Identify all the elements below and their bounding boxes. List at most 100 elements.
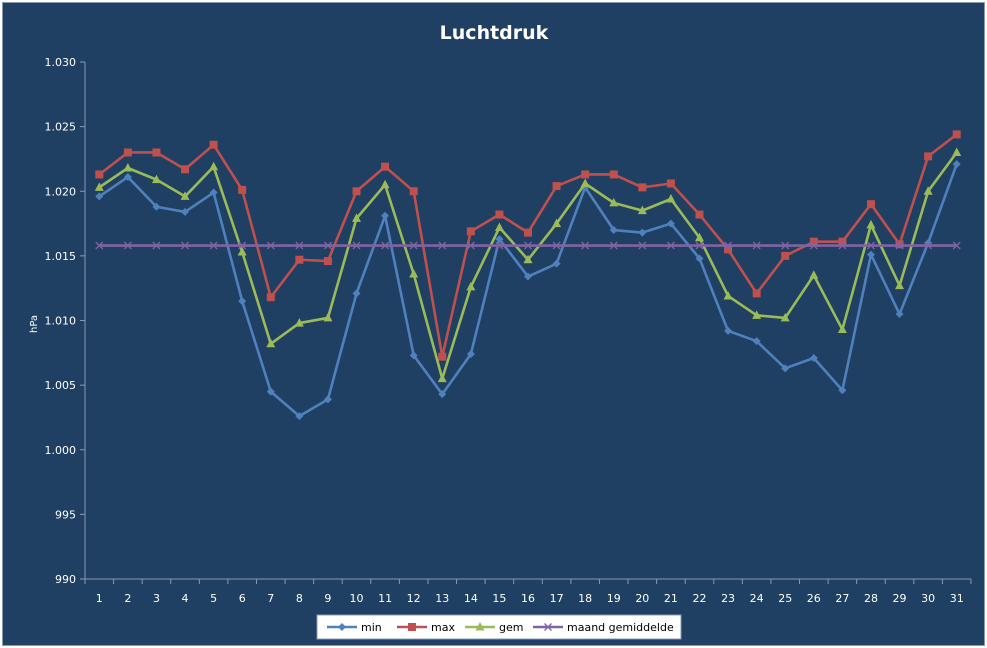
y-axis-ticks: 990 995 1.000 1.005 1.010 1.015 1.020 1.025 1.03… <box>45 56 85 586</box>
data-point-gem <box>866 219 876 229</box>
data-point-maand-gemiddelde <box>838 241 847 250</box>
legend-label: min <box>361 621 382 634</box>
legend-marker <box>544 623 552 631</box>
data-point-min <box>838 386 847 395</box>
x-tick-label: 16 <box>521 592 535 605</box>
data-point-gem <box>809 270 819 279</box>
x-tick-label: 19 <box>607 592 621 605</box>
data-point-gem <box>409 268 419 278</box>
x-tick-label: 8 <box>296 592 303 605</box>
legend-item-max: max <box>397 621 455 634</box>
data-point-gem <box>237 246 247 256</box>
data-point-min <box>209 188 218 197</box>
data-point-min <box>552 259 561 268</box>
data-point-maand-gemiddelde <box>866 241 875 250</box>
data-point-min <box>123 173 132 182</box>
data-point-max <box>724 245 733 254</box>
data-point-max <box>381 162 390 171</box>
x-tick-label: 29 <box>893 592 907 605</box>
data-point-maand-gemiddelde <box>609 241 618 250</box>
data-point-max <box>552 182 561 191</box>
data-point-gem <box>837 324 847 334</box>
series-min <box>95 160 961 421</box>
y-tick-label: 990 <box>55 573 76 586</box>
data-point-maand-gemiddelde <box>438 241 447 250</box>
data-point-maand-gemiddelde <box>152 241 161 250</box>
y-tick-label: 1.010 <box>45 315 77 328</box>
data-point-gem <box>151 174 161 184</box>
legend-marker <box>475 622 485 631</box>
data-point-maand-gemiddelde <box>209 241 218 250</box>
data-point-maand-gemiddelde <box>123 241 132 250</box>
data-point-min <box>238 297 247 306</box>
legend-label: gem <box>499 621 523 634</box>
x-tick-label: 7 <box>267 592 274 605</box>
data-point-maand-gemiddelde <box>495 241 504 250</box>
data-point-gem <box>123 162 133 172</box>
x-tick-label: 14 <box>464 592 478 605</box>
x-tick-label: 2 <box>124 592 131 605</box>
data-point-max <box>752 289 761 298</box>
data-point-max <box>952 130 961 139</box>
data-point-gem <box>209 161 219 171</box>
data-point-max <box>152 148 161 157</box>
series-maand-gemiddelde <box>95 241 961 250</box>
legend-marker <box>408 623 416 631</box>
data-point-gem <box>637 205 647 215</box>
x-tick-label: 20 <box>635 592 649 605</box>
data-point-gem <box>952 147 962 156</box>
data-point-gem <box>752 310 762 319</box>
data-point-min <box>438 390 447 399</box>
data-point-min <box>781 364 790 373</box>
y-tick-label: 995 <box>55 508 76 521</box>
data-point-max <box>238 185 247 194</box>
legend: min max gem maand gemiddelde <box>316 614 682 640</box>
data-point-maand-gemiddelde <box>524 241 532 250</box>
x-tick-label: 24 <box>750 592 764 605</box>
x-tick-label: 27 <box>835 592 849 605</box>
x-tick-label: 4 <box>182 592 189 605</box>
data-point-max <box>495 210 504 219</box>
data-point-min <box>638 228 647 237</box>
data-point-gem <box>723 290 733 300</box>
data-point-maand-gemiddelde <box>409 241 418 250</box>
data-point-gem <box>266 338 276 348</box>
x-tick-label: 31 <box>950 592 964 605</box>
data-point-max <box>181 165 190 174</box>
y-tick-label: 1.005 <box>45 379 77 392</box>
data-point-min <box>809 353 818 362</box>
data-point-min <box>666 219 675 228</box>
data-point-max <box>409 187 418 196</box>
data-point-min <box>152 202 161 211</box>
data-point-min <box>752 337 761 346</box>
x-tick-label: 28 <box>864 592 878 605</box>
x-tick-label: 26 <box>807 592 821 605</box>
data-point-min <box>724 326 733 335</box>
x-tick-label: 10 <box>350 592 364 605</box>
data-point-min <box>181 207 190 216</box>
data-point-max <box>123 148 132 157</box>
legend-item-maand-gemiddelde: maand gemiddelde <box>533 621 674 634</box>
data-point-gem <box>666 194 676 203</box>
data-point-maand-gemiddelde <box>952 241 961 250</box>
data-point-max <box>95 170 104 179</box>
x-tick-label: 15 <box>492 592 506 605</box>
data-point-gem <box>466 281 476 291</box>
data-point-gem <box>180 191 190 200</box>
legend-item-gem: gem <box>465 621 523 634</box>
x-tick-label: 23 <box>721 592 735 605</box>
data-point-maand-gemiddelde <box>924 241 933 250</box>
x-tick-label: 3 <box>153 592 160 605</box>
series-line-min <box>98 163 958 418</box>
data-point-max <box>781 251 790 260</box>
data-point-gem <box>609 197 619 207</box>
data-point-gem <box>895 280 905 290</box>
y-tick-label: 1.030 <box>45 56 77 69</box>
data-point-gem <box>780 312 790 322</box>
legend-marker <box>338 623 346 631</box>
data-point-min <box>323 395 332 404</box>
x-tick-label: 12 <box>407 592 421 605</box>
series-gem <box>94 147 962 383</box>
data-point-min <box>266 387 275 396</box>
x-tick-label: 13 <box>435 592 449 605</box>
